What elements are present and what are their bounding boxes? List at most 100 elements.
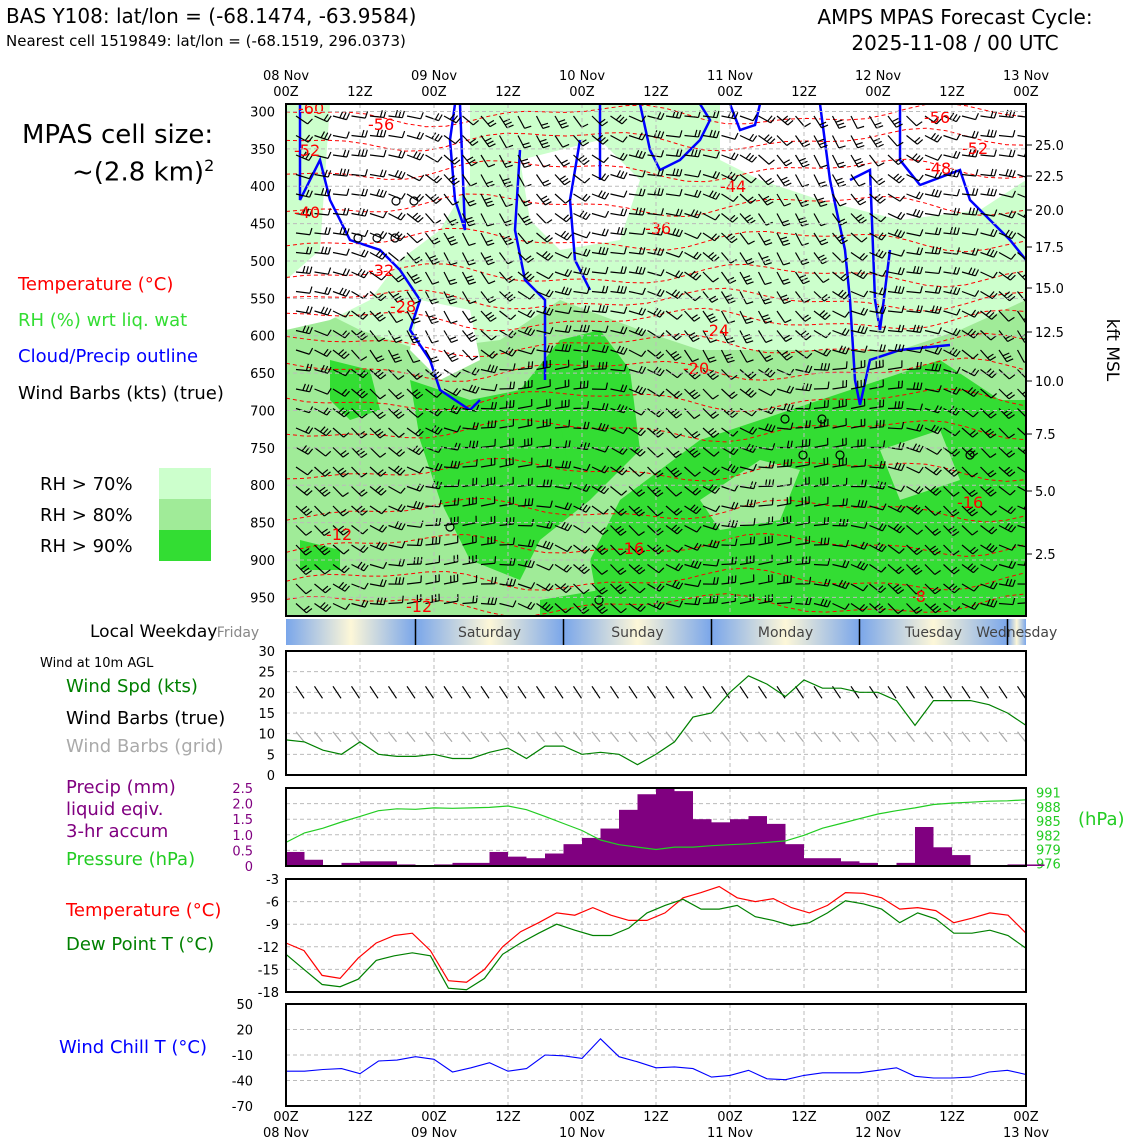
wind-barb — [480, 401, 497, 410]
wind-barb-feather — [413, 340, 421, 344]
temperature-contour-label: -16 — [618, 539, 644, 558]
wind-barb — [776, 291, 791, 305]
wind-barb-feather — [672, 168, 676, 176]
wind-barb-shaft — [1017, 173, 1026, 178]
wind-barb-feather — [950, 469, 958, 475]
wind-barb — [295, 363, 313, 372]
wind-barb-feather — [343, 411, 350, 418]
wind-barb-feather — [395, 411, 403, 417]
wind-barb-feather — [691, 371, 699, 378]
wind-barb — [443, 252, 458, 266]
wind-barb-shaft — [702, 291, 713, 303]
wind-barb-shaft — [665, 388, 678, 399]
wind-barb-shaft — [388, 271, 399, 283]
wind-barb-shaft — [795, 310, 806, 322]
wind-barb-feather — [931, 548, 939, 554]
wind-barb-feather — [693, 210, 699, 218]
wind-barb-feather — [675, 168, 679, 176]
precip-bar — [286, 851, 305, 866]
wind-barb-feather — [414, 300, 422, 304]
wind-barb-feather — [893, 523, 900, 530]
wind-barb-shaft — [591, 251, 606, 256]
wind-barb — [906, 229, 924, 237]
wind-barb — [628, 466, 646, 477]
wind-barb-shaft — [647, 173, 662, 177]
wind-barb-feather — [710, 339, 717, 344]
wind-barb — [480, 135, 496, 148]
wind-barb — [647, 150, 665, 158]
wind-barb-feather — [619, 346, 625, 354]
wind-barb-feather — [817, 197, 825, 201]
wind-barb-feather — [656, 492, 664, 498]
rh90-region — [560, 420, 610, 480]
wind-barb-feather — [583, 568, 590, 575]
wind-barb-feather — [673, 469, 680, 475]
wind-barb — [462, 154, 478, 167]
grid-wind-barb — [739, 731, 749, 743]
precip-bar — [471, 862, 490, 866]
wind-barb-feather — [549, 458, 552, 467]
wind-barb-feather — [382, 211, 388, 219]
wind-barb-feather — [494, 365, 498, 373]
wind-barb — [684, 291, 701, 302]
wind-barb-feather — [954, 587, 961, 594]
wind-barb-feather — [710, 318, 718, 324]
wind-barb-feather — [878, 543, 884, 551]
wind-barb-feather — [660, 248, 665, 256]
top-time-hour-label: 00Z — [865, 85, 891, 100]
wind-barb-feather — [470, 182, 478, 187]
wind-barb-shaft — [850, 349, 865, 353]
wind-barb-feather — [623, 266, 627, 274]
precip-bar — [859, 862, 878, 866]
wind-barb-feather — [382, 544, 388, 551]
wind-barb-shaft — [536, 385, 551, 390]
wind-barb-feather — [616, 170, 621, 177]
wind-barb-feather — [657, 452, 664, 458]
wind-barb-feather — [894, 285, 898, 293]
wind-barb-feather — [912, 265, 917, 273]
wind-barb-feather — [393, 336, 401, 341]
wind-barb — [591, 304, 609, 314]
wind-barb-shaft — [517, 544, 532, 548]
wind-barb-feather — [882, 419, 885, 427]
wind-barb-shaft — [869, 193, 881, 204]
wind-barb — [461, 271, 476, 285]
wind-barb-feather — [1031, 577, 1032, 584]
wind-barb-shaft — [961, 505, 973, 517]
wind-barb-feather — [601, 361, 604, 370]
wind-barb-feather — [359, 311, 366, 318]
wind-barb — [628, 287, 646, 296]
wind-barb-feather — [726, 297, 734, 301]
wind-barb-feather — [857, 325, 862, 333]
wind-barb-feather — [303, 605, 310, 611]
wind-barb-feather — [709, 596, 712, 604]
wind-barb-feather — [623, 385, 628, 393]
wind-barb-feather — [394, 521, 399, 528]
wind-barb-feather — [565, 587, 572, 593]
wind-barb-feather — [952, 114, 958, 121]
wind-barb-feather — [361, 599, 366, 607]
wind-barb-feather — [583, 442, 587, 450]
wind-barb-shaft — [554, 603, 566, 614]
wind-barb — [702, 232, 720, 242]
wind-barb-feather — [767, 115, 773, 122]
wind-barb-feather — [304, 134, 311, 141]
wind-barb-feather — [601, 402, 606, 410]
wind-barb-shaft — [943, 466, 955, 477]
wind-barb-feather — [652, 487, 659, 493]
wind-barb-shaft — [906, 135, 918, 145]
wind-barb-feather — [974, 269, 980, 277]
wind-barb-feather — [586, 485, 591, 492]
wind-barb-feather — [401, 595, 404, 603]
wind-barb-feather — [468, 384, 473, 392]
wind-barb-feather — [781, 115, 789, 121]
wind-barb-feather — [917, 508, 924, 515]
wind-barb-feather — [656, 309, 662, 316]
wind-barb-shaft — [813, 523, 828, 527]
wind-barb-shaft — [980, 583, 994, 590]
wind-barb-shaft — [647, 329, 660, 339]
wind-barb — [573, 193, 591, 202]
wind-barb-shaft — [906, 485, 919, 495]
wind-barb-feather — [542, 125, 550, 130]
wind-barb-shaft — [499, 291, 511, 302]
